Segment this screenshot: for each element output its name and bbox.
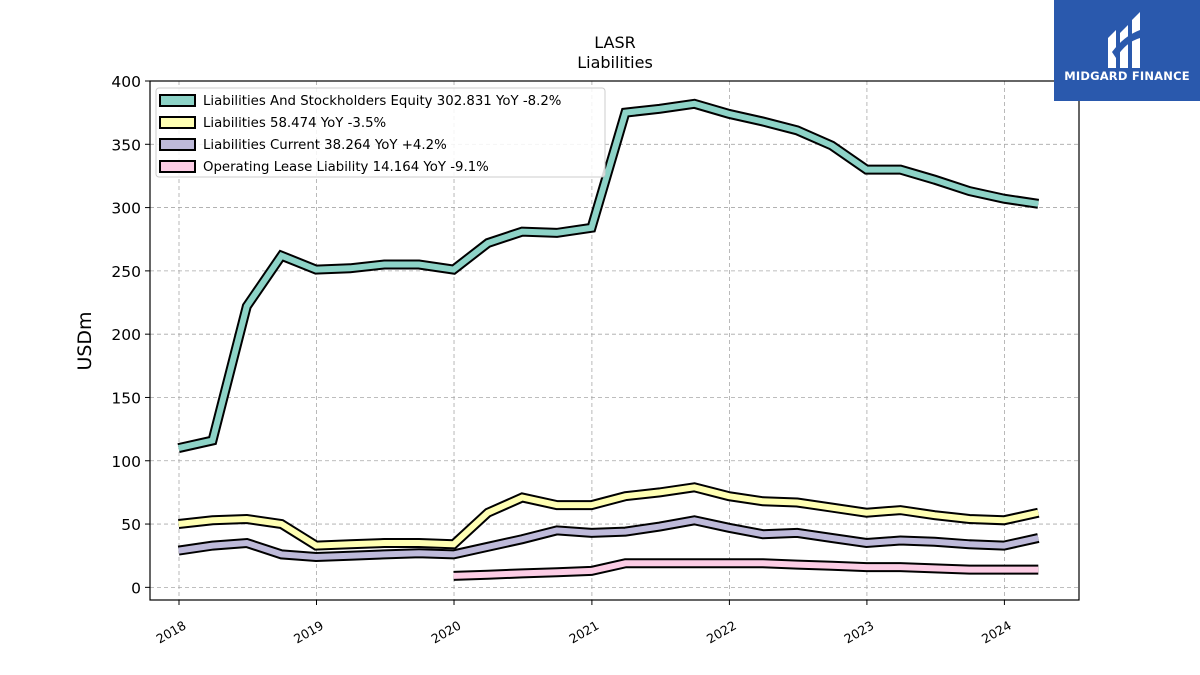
y-tick-label: 50 [121, 516, 141, 534]
legend-label-4: Operating Lease Liability 14.164 YoY -9.… [203, 160, 489, 175]
x-tick-label: 2024 [979, 618, 1014, 647]
y-axis-label: USDm [74, 311, 96, 370]
brand-mark-icon [1108, 12, 1140, 68]
y-tick-label: 0 [131, 579, 141, 597]
x-tick-label: 2022 [704, 618, 739, 647]
plot-frame [149, 80, 1080, 601]
x-tick-label: 2019 [291, 618, 326, 647]
series-line-2 [178, 484, 1039, 549]
legend-swatch-1 [159, 94, 196, 107]
series-lines [177, 98, 1040, 581]
y-tick-label: 300 [111, 200, 141, 218]
x-tick-label: 2023 [841, 618, 876, 647]
brand-name: MIDGARD FINANCE [1064, 69, 1190, 83]
series-line-3 [178, 517, 1039, 561]
x-tick-label: 2018 [153, 618, 188, 647]
y-tick-label: 150 [111, 389, 141, 407]
x-tick-label: 2021 [566, 618, 601, 647]
legend-label-1: Liabilities And Stockholders Equity 302.… [203, 94, 561, 109]
brand-logo: MIDGARD FINANCE [1054, 0, 1200, 101]
y-tick-label: 400 [111, 73, 141, 91]
legend-label-2: Liabilities 58.474 YoY -3.5% [203, 116, 386, 131]
y-tick-label: 200 [111, 326, 141, 344]
y-tick-label: 350 [111, 136, 141, 154]
series-line-1 [177, 100, 1039, 452]
legend-swatch-3 [159, 138, 196, 151]
chart-subtitle: Liabilities [577, 53, 653, 72]
legend-box [155, 87, 606, 178]
legend: Liabilities And Stockholders Equity 302.… [155, 87, 606, 178]
series-line-4 [453, 560, 1039, 579]
x-tick-label: 2020 [428, 618, 463, 647]
y-tick-label: 100 [111, 453, 141, 471]
chart-title: LASR [594, 33, 636, 52]
y-tick-label: 250 [111, 263, 141, 281]
legend-swatch-4 [159, 160, 196, 173]
legend-swatch-2 [159, 116, 196, 129]
legend-label-3: Liabilities Current 38.264 YoY +4.2% [203, 138, 447, 153]
